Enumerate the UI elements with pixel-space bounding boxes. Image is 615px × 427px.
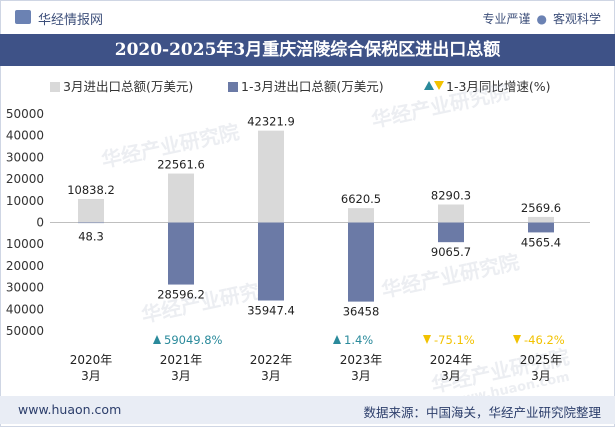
legend-item-series1: 3月进出口总额(万美元) [50,76,193,95]
x-tick-label: 2021年 [160,353,203,367]
bar-series1 [258,130,284,223]
tagline-right: 客观科学 [552,12,601,26]
x-tick-label: 2022年 [250,353,293,367]
bar-series1 [348,208,374,223]
bar-series1 [78,198,104,223]
tagline: 专业严谨 ● 客观科学 [482,10,601,27]
y-tick-label: 0 [36,216,44,230]
legend-triangle-up-icon [424,81,434,90]
y-tick-label: 30000 [6,281,44,295]
y-tick-label: 20000 [6,172,44,186]
chart-title: 2020-2025年3月重庆涪陵综合保税区进出口总额 [0,34,615,66]
data-label-series2: 48.3 [78,230,104,244]
data-label-series1: 6620.5 [341,192,381,206]
legend-label-series2: 1-3月进出口总额(万美元) [241,79,384,94]
data-label-series2: 4565.4 [521,235,561,249]
tagline-left: 专业严谨 [482,12,531,26]
x-tick-label: 3月 [171,369,191,383]
legend-label-series1: 3月进出口总额(万美元) [63,79,194,94]
footer-source: 数据来源：中国海关，华经产业研究院整理 [363,405,601,420]
bar-series2 [168,222,194,285]
bar-series2 [78,222,104,224]
y-tick-label: 20000 [6,259,44,273]
y-tick-label: 10000 [6,237,44,251]
x-tick-label: 2023年 [340,353,383,367]
x-tick-label: 3月 [351,369,371,383]
x-tick-label: 2025年 [520,353,563,367]
legend-swatch-series1 [50,82,60,92]
legend-item-series3: 1-3月同比增速(%) [424,76,551,95]
y-tick-label: 10000 [6,194,44,208]
growth-label: -46.2% [524,333,565,347]
data-label-series1: 10838.2 [67,183,115,197]
legend-triangle-down-icon [434,81,444,90]
data-label-series2: 28596.2 [157,288,205,302]
data-label-series2: 9065.7 [431,245,471,259]
chart-plot-area: 50000 40000 30000 20000 10000 0 10000 20000 3000… [6,107,590,383]
y-tick-label: 30000 [6,150,44,164]
bar-series2 [438,222,464,243]
x-tick-label: 2024年 [430,353,473,367]
bar-series2 [528,222,554,233]
growth-up-marker [333,335,341,344]
top-bar: 华经情报网 专业严谨 ● 客观科学 [0,0,615,34]
growth-label: 59049.8% [164,333,223,347]
data-label-series2: 35947.4 [247,304,295,318]
x-tick-label: 3月 [81,369,101,383]
bar-series1 [438,204,464,223]
growth-up-marker [153,335,161,344]
y-tick-label: 50000 [6,107,44,121]
footer: www.huaon.com 数据来源：中国海关，华经产业研究院整理 [0,396,615,424]
growth-down-marker [423,335,431,344]
bar-series2 [258,222,284,301]
data-label-series2: 36458 [343,305,380,319]
legend-label-series3: 1-3月同比增速(%) [446,79,551,94]
bar-series2 [348,222,374,302]
logo-icon [15,10,31,24]
data-label-series1: 8290.3 [431,189,471,203]
growth-label: 1.4% [344,333,373,347]
data-label-series1: 22561.6 [157,158,205,172]
tagline-separator: ● [536,12,547,26]
data-label-series1: 42321.9 [247,115,295,129]
legend-item-series2: 1-3月进出口总额(万美元) [228,76,384,95]
x-tick-label: 3月 [261,369,281,383]
x-tick-label: 3月 [531,369,551,383]
x-tick-label: 2020年 [70,353,113,367]
legend-swatch-series2 [228,82,238,92]
bar-series1 [168,173,194,223]
x-tick-label: 3月 [441,369,461,383]
growth-label: -75.1% [434,333,475,347]
bar-series1 [528,216,554,223]
legend: 3月进出口总额(万美元) 1-3月进出口总额(万美元) 1-3月同比增速(%) [0,72,615,96]
y-tick-label: 50000 [6,324,44,338]
data-label-series1: 2569.6 [521,201,561,215]
logo-text: 华经情报网 [38,13,104,28]
y-tick-label: 40000 [6,129,44,143]
growth-down-marker [513,335,521,344]
y-tick-label: 40000 [6,302,44,316]
footer-website: www.huaon.com [18,402,122,417]
